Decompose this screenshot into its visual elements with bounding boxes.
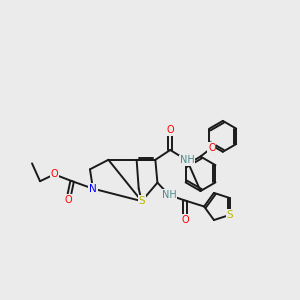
Text: O: O: [50, 169, 58, 179]
Text: O: O: [167, 125, 174, 135]
Text: O: O: [64, 195, 72, 205]
Text: NH: NH: [162, 190, 177, 200]
Text: S: S: [138, 196, 145, 206]
Text: NH: NH: [180, 155, 194, 165]
Text: N: N: [89, 184, 97, 194]
Text: O: O: [181, 215, 189, 225]
Text: O: O: [208, 142, 216, 153]
Text: S: S: [226, 210, 233, 220]
